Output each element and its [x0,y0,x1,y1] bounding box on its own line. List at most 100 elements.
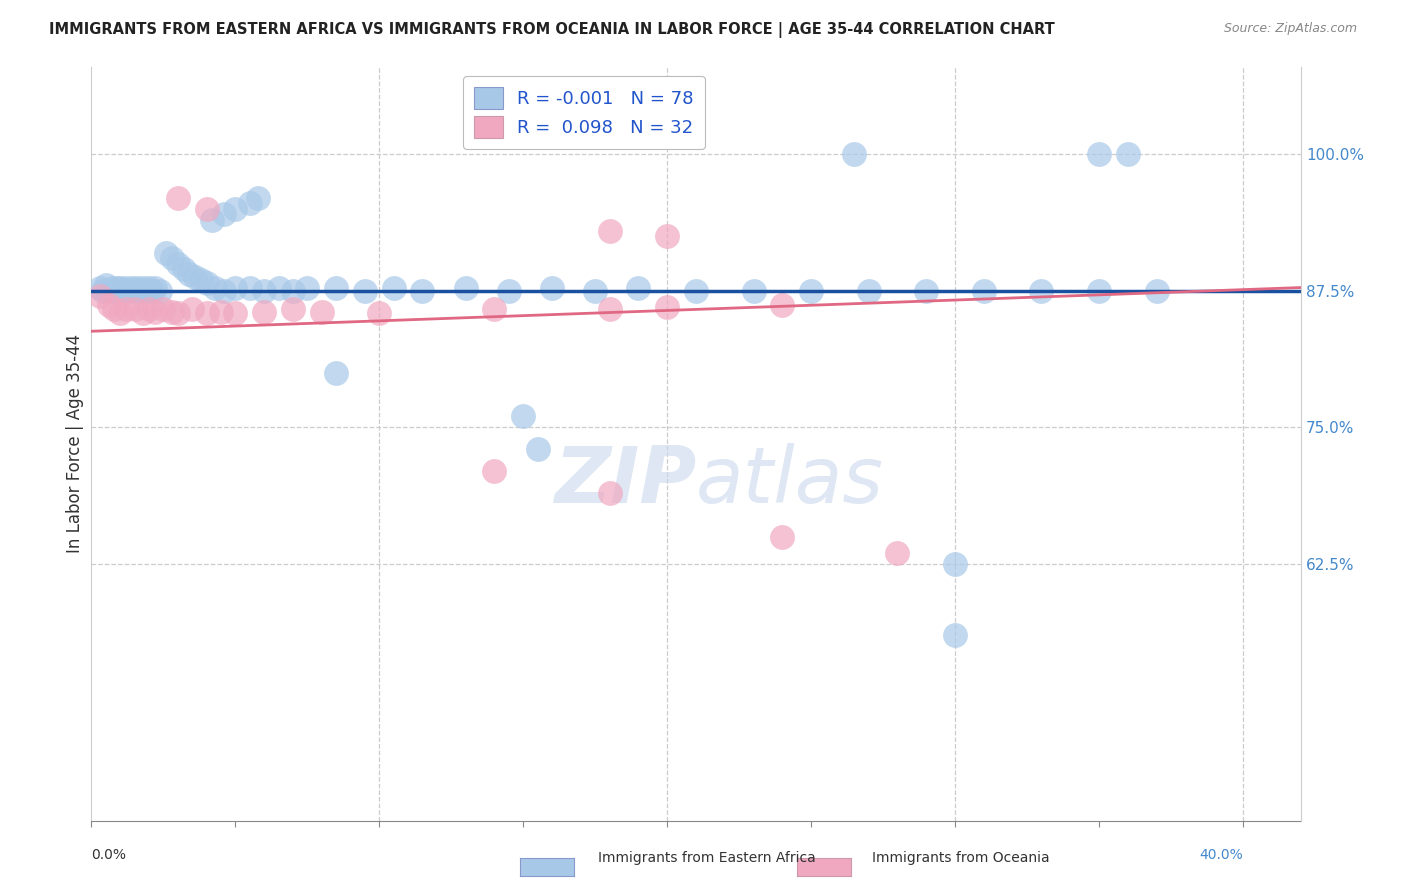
Point [1088,284,1111,298]
Point [858,284,880,298]
Point [105,280,128,294]
Point [173,262,195,277]
Point [657,229,679,244]
Point [124,284,146,298]
Point [599,486,621,500]
Point [138,302,160,317]
Point [800,284,823,298]
Point [886,546,908,560]
Point [160,251,183,265]
Point [204,280,226,294]
Point [1088,147,1111,161]
Point [100,280,122,294]
Point [118,284,141,298]
Point [179,268,201,282]
Point [89,280,111,294]
Point [281,284,304,298]
Text: IMMIGRANTS FROM EASTERN AFRICA VS IMMIGRANTS FROM OCEANIA IN LABOR FORCE | AGE 3: IMMIGRANTS FROM EASTERN AFRICA VS IMMIGR… [49,22,1054,38]
Point [267,280,290,294]
Point [325,366,347,380]
Point [844,147,866,161]
Point [526,442,548,457]
Point [599,224,621,238]
Point [253,284,276,298]
Point [1116,147,1139,161]
Point [212,207,235,221]
Point [770,298,793,312]
Point [915,284,938,298]
Point [89,289,111,303]
Point [382,280,405,294]
Point [166,191,188,205]
Point [160,304,183,318]
Point [224,202,246,216]
Point [124,302,146,317]
Point [97,284,120,298]
Point [141,284,163,298]
Point [239,280,262,294]
Point [454,280,477,294]
Point [190,273,212,287]
Point [201,212,224,227]
Point [103,284,125,298]
Point [103,302,125,317]
Point [97,298,120,312]
Point [247,191,270,205]
Point [127,280,149,294]
Point [224,306,246,320]
Point [281,302,304,317]
Point [132,280,155,294]
Point [742,284,765,298]
Point [943,557,966,571]
Point [121,280,143,294]
Text: Immigrants from Oceania: Immigrants from Oceania [872,851,1049,865]
Point [152,302,174,317]
Legend: R = -0.001   N = 78, R =  0.098   N = 32: R = -0.001 N = 78, R = 0.098 N = 32 [463,76,704,149]
Text: ZIP: ZIP [554,443,696,519]
Point [138,280,160,294]
Point [627,280,650,294]
Point [770,530,793,544]
Point [253,304,276,318]
Point [325,280,347,294]
Point [108,306,131,320]
Point [599,302,621,317]
Point [512,409,534,424]
Y-axis label: In Labor Force | Age 35-44: In Labor Force | Age 35-44 [66,334,84,553]
Point [149,284,172,298]
Point [112,284,135,298]
Point [297,280,319,294]
Point [484,464,506,478]
Point [368,306,391,320]
Point [129,284,152,298]
Point [973,284,995,298]
Point [115,280,138,294]
Point [498,284,520,298]
Text: Source: ZipAtlas.com: Source: ZipAtlas.com [1223,22,1357,36]
Point [115,302,138,317]
Point [239,196,262,211]
Point [685,284,707,298]
Point [132,306,155,320]
Text: 0.0%: 0.0% [91,848,127,862]
Point [143,280,166,294]
Point [411,284,433,298]
Point [1031,284,1053,298]
Text: 40.0%: 40.0% [1199,848,1243,862]
Point [209,304,232,318]
Point [657,300,679,314]
Point [943,628,966,642]
Point [541,280,564,294]
Point [135,284,157,298]
Point [354,284,377,298]
Point [155,245,177,260]
Point [166,306,188,320]
Point [166,256,188,270]
Point [143,304,166,318]
Text: atlas: atlas [696,443,884,519]
Point [94,278,117,293]
Point [311,304,333,318]
Point [195,202,218,216]
Point [91,284,114,298]
Point [108,280,131,294]
